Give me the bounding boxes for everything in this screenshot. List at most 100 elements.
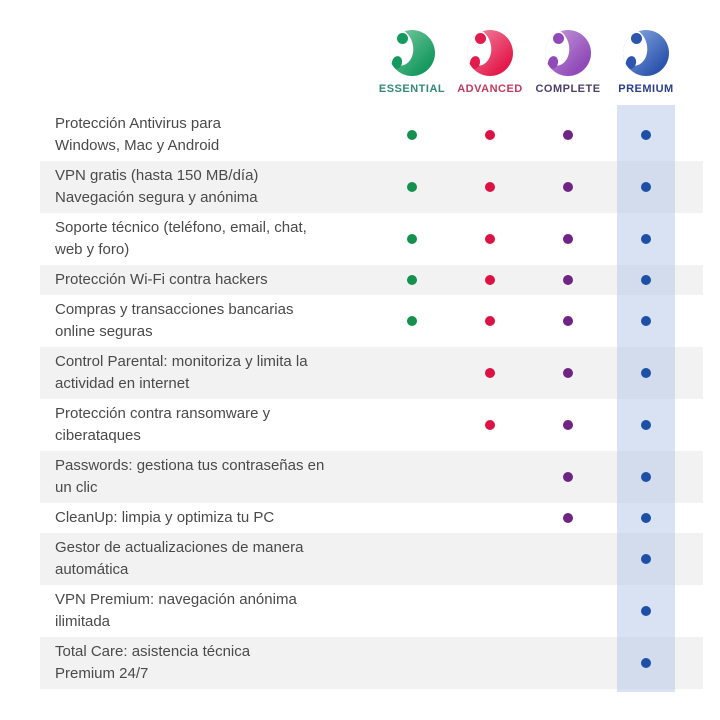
feature-label: Gestor de actualizaciones de manera auto… xyxy=(55,539,304,578)
feature-included-dot xyxy=(407,316,417,326)
availability-cell-advanced xyxy=(451,507,529,529)
feature-included-dot xyxy=(563,472,573,482)
availability-cell-essential xyxy=(373,299,451,343)
availability-cell-complete xyxy=(529,507,607,529)
availability-cell-advanced xyxy=(451,403,529,447)
availability-cell-essential xyxy=(373,165,451,209)
feature-row: Control Parental: monitoriza y limita la… xyxy=(40,347,703,399)
feature-label: Protección Wi-Fi contra hackers xyxy=(55,271,268,288)
feature-row: Protección Wi-Fi contra hackers xyxy=(40,265,703,295)
feature-included-dot xyxy=(407,275,417,285)
feature-label: VPN gratis (hasta 150 MB/día) Navegación… xyxy=(55,167,259,206)
availability-cell-essential xyxy=(373,351,451,395)
feature-included-dot xyxy=(485,275,495,285)
feature-included-dot xyxy=(641,472,651,482)
panda-logo-red-icon xyxy=(467,30,513,76)
availability-cell-complete xyxy=(529,113,607,157)
availability-cell-premium xyxy=(607,299,685,343)
feature-row: Soporte técnico (teléfono, email, chat, … xyxy=(40,213,703,265)
feature-label: Control Parental: monitoriza y limita la… xyxy=(55,353,308,392)
feature-included-dot xyxy=(641,513,651,523)
availability-cell-advanced xyxy=(451,455,529,499)
panda-logo-blue-icon xyxy=(623,30,669,76)
feature-label: Total Care: asistencia técnica Premium 2… xyxy=(55,643,251,682)
feature-row: Protección Antivirus para Windows, Mac y… xyxy=(40,109,703,161)
feature-included-dot xyxy=(641,182,651,192)
feature-label: Protección contra ransomware y ciberataq… xyxy=(55,405,271,444)
availability-cell-essential xyxy=(373,507,451,529)
feature-included-dot xyxy=(641,420,651,430)
feature-included-dot xyxy=(641,316,651,326)
availability-cell-complete xyxy=(529,217,607,261)
feature-included-dot xyxy=(485,420,495,430)
plan-column-header: ADVANCED xyxy=(451,30,529,95)
feature-row: Passwords: gestiona tus contraseñas en u… xyxy=(40,451,703,503)
availability-cell-premium xyxy=(607,351,685,395)
feature-included-dot xyxy=(563,130,573,140)
premium-column-highlight xyxy=(617,105,675,692)
feature-included-dot xyxy=(485,130,495,140)
plans-header: ESSENTIAL ADVANCED COMPLETE PREMIUM xyxy=(373,30,720,95)
feature-rows: Protección Antivirus para Windows, Mac y… xyxy=(40,105,703,692)
feature-included-dot xyxy=(641,658,651,668)
panda-ear-shape xyxy=(397,33,408,44)
feature-label: Passwords: gestiona tus contraseñas en u… xyxy=(55,457,325,496)
availability-cell-complete xyxy=(529,537,607,581)
availability-cell-complete xyxy=(529,641,607,685)
feature-included-dot xyxy=(485,234,495,244)
feature-included-dot xyxy=(563,234,573,244)
availability-cell-complete xyxy=(529,269,607,291)
feature-label: CleanUp: limpia y optimiza tu PC xyxy=(55,509,275,526)
feature-included-dot xyxy=(563,182,573,192)
feature-included-dot xyxy=(563,316,573,326)
feature-included-dot xyxy=(485,368,495,378)
panda-ear-shape xyxy=(475,33,486,44)
feature-included-dot xyxy=(563,275,573,285)
feature-included-dot xyxy=(485,182,495,192)
feature-row: VPN gratis (hasta 150 MB/día) Navegación… xyxy=(40,161,703,213)
availability-cell-complete xyxy=(529,455,607,499)
availability-cell-essential xyxy=(373,113,451,157)
availability-cell-complete xyxy=(529,351,607,395)
feature-included-dot xyxy=(407,130,417,140)
availability-cell-premium xyxy=(607,589,685,633)
panda-logo-purple-icon xyxy=(545,30,591,76)
availability-cell-essential xyxy=(373,269,451,291)
feature-included-dot xyxy=(641,130,651,140)
feature-included-dot xyxy=(563,368,573,378)
table-wrap: ESSENTIAL ADVANCED COMPLETE PREMIUM Prot… xyxy=(40,30,720,692)
availability-cell-complete xyxy=(529,299,607,343)
feature-label: Protección Antivirus para Windows, Mac y… xyxy=(55,115,221,154)
availability-cell-essential xyxy=(373,455,451,499)
feature-included-dot xyxy=(641,368,651,378)
availability-cell-premium xyxy=(607,641,685,685)
feature-row: Gestor de actualizaciones de manera auto… xyxy=(40,533,703,585)
availability-cell-premium xyxy=(607,455,685,499)
feature-included-dot xyxy=(563,513,573,523)
availability-cell-premium xyxy=(607,165,685,209)
availability-cell-advanced xyxy=(451,589,529,633)
availability-cell-advanced xyxy=(451,299,529,343)
feature-row: Total Care: asistencia técnica Premium 2… xyxy=(40,637,703,689)
plan-name-label: COMPLETE xyxy=(535,83,601,95)
feature-label: Soporte técnico (teléfono, email, chat, … xyxy=(55,219,307,258)
plan-column-header: ESSENTIAL xyxy=(373,30,451,95)
availability-cell-advanced xyxy=(451,165,529,209)
feature-included-dot xyxy=(407,182,417,192)
availability-cell-essential xyxy=(373,589,451,633)
feature-label: Compras y transacciones bancarias online… xyxy=(55,301,294,340)
plan-column-header: COMPLETE xyxy=(529,30,607,95)
feature-included-dot xyxy=(485,316,495,326)
feature-included-dot xyxy=(563,420,573,430)
feature-included-dot xyxy=(641,606,651,616)
availability-cell-advanced xyxy=(451,641,529,685)
availability-cell-complete xyxy=(529,589,607,633)
feature-row: Protección contra ransomware y ciberataq… xyxy=(40,399,703,451)
availability-cell-essential xyxy=(373,403,451,447)
panda-ear-shape xyxy=(631,33,642,44)
feature-row: VPN Premium: navegación anónima ilimitad… xyxy=(40,585,703,637)
availability-cell-advanced xyxy=(451,269,529,291)
availability-cell-essential xyxy=(373,537,451,581)
availability-cell-premium xyxy=(607,217,685,261)
